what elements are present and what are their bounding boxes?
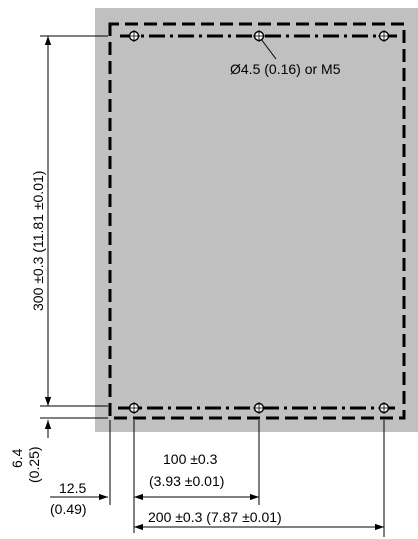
full-spacing-label: 200 ±0.3 (7.87 ±0.01): [148, 509, 282, 525]
left-margin-dimension: [50, 420, 135, 533]
hole-offset-dimension: [40, 417, 108, 438]
half-spacing-inch: (3.93 ±0.01): [149, 473, 224, 489]
left-margin-inch: (0.49): [50, 501, 87, 517]
hole-crosshairs: [128, 30, 390, 414]
hole-callout-leader: [260, 38, 277, 60]
full-spacing-dimension: [134, 420, 385, 537]
left-margin-value: 12.5: [59, 480, 86, 496]
height-dimension-label: 300 ±0.3 (11.81 ±0.01): [30, 171, 46, 311]
mounting-panel: [95, 8, 418, 432]
hole-callout-label: Ø4.5 (0.16) or M5: [230, 61, 341, 77]
enclosure-outline: [108, 22, 406, 420]
half-spacing-value: 100 ±0.3: [163, 451, 218, 467]
height-dimension: [40, 35, 108, 407]
hole-offset-inch: (0.25): [26, 446, 42, 483]
half-spacing-dimension: [134, 420, 260, 505]
hole-offset-value: 6.4: [9, 448, 25, 468]
